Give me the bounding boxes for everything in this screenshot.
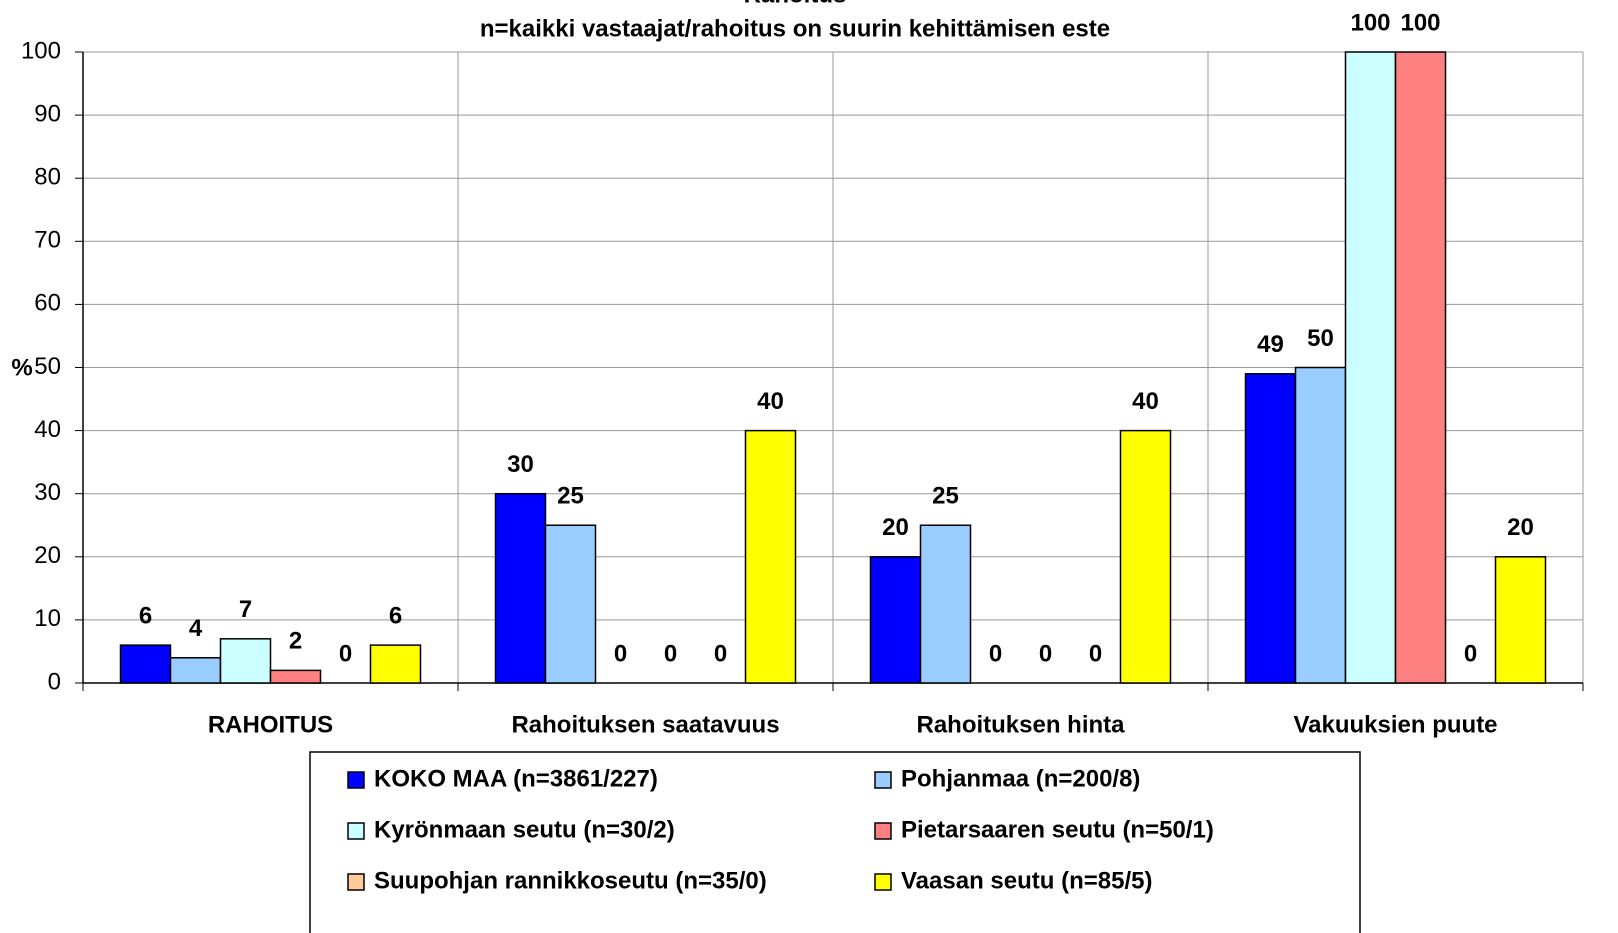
bar [1119,429,1172,684]
x-tick-label: Vakuuksien puute [1293,711,1497,738]
bar [1344,51,1397,684]
legend-label: Pohjanmaa (n=200/8) [901,765,1140,792]
bar [169,657,222,684]
y-tick-label: 60 [34,290,61,317]
legend-label: Kyrönmaan seutu (n=30/2) [374,816,675,843]
bar [1494,556,1547,684]
y-tick-label: 90 [34,100,61,127]
y-tick-label: 100 [21,37,61,64]
y-tick-label: 30 [34,479,61,506]
bar [1294,366,1347,684]
y-tick-label: 0 [48,668,61,695]
legend-swatch [874,873,892,891]
data-label: 20 [882,514,909,541]
data-label: 30 [507,451,534,478]
data-label: 0 [1039,640,1052,667]
legend-label: Suupohjan rannikkoseutu (n=35/0) [374,867,767,894]
data-label: 100 [1400,9,1440,36]
x-tick-label: Rahoituksen saatavuus [511,711,779,738]
legend-label: Vaasan seutu (n=85/5) [901,867,1152,894]
chart-subtitle: n=kaikki vastaajat/rahoitus on suurin ke… [480,15,1110,42]
chart-title: Rahoitus [744,0,847,8]
bar [269,669,322,684]
bar [919,524,972,684]
data-label: 0 [714,640,727,667]
legend-swatch [347,771,365,789]
legend-swatch [347,873,365,891]
data-label: 40 [757,388,784,415]
bar [119,644,172,684]
legend-label: Pietarsaaren seutu (n=50/1) [901,816,1214,843]
y-tick-label: 70 [34,227,61,254]
legend-swatch [347,822,365,840]
y-tick-label: 40 [34,416,61,443]
data-label: 0 [989,640,1002,667]
bar [744,429,797,684]
data-label: 40 [1132,388,1159,415]
x-tick-label: Rahoituksen hinta [916,711,1125,738]
data-label: 0 [664,640,677,667]
y-tick-label: 10 [34,605,61,632]
bar [1394,51,1447,684]
bar [369,644,422,684]
data-label: 25 [932,483,959,510]
x-tick-label: RAHOITUS [208,711,333,738]
data-label: 0 [614,640,627,667]
bar [544,524,597,684]
data-label: 7 [239,596,252,623]
data-label: 0 [1464,640,1477,667]
legend-box [309,751,1361,933]
data-label: 49 [1257,331,1284,358]
y-tick-label: 50 [34,353,61,380]
bar [219,638,272,684]
legend-label: KOKO MAA (n=3861/227) [374,765,658,792]
data-label: 50 [1307,325,1334,352]
data-label: 6 [389,602,402,629]
bar [1244,373,1297,684]
legend-swatch [874,771,892,789]
y-tick-label: 20 [34,542,61,569]
data-label: 25 [557,483,584,510]
y-tick-label: 80 [34,164,61,191]
legend-swatch [874,822,892,840]
data-label: 6 [139,602,152,629]
data-label: 0 [1089,640,1102,667]
data-label: 0 [339,640,352,667]
y-axis-label: % [11,354,32,381]
data-label: 2 [289,628,302,655]
bar [869,556,922,684]
data-label: 20 [1507,514,1534,541]
data-label: 100 [1350,9,1390,36]
bar [494,492,547,684]
data-label: 4 [189,615,203,642]
